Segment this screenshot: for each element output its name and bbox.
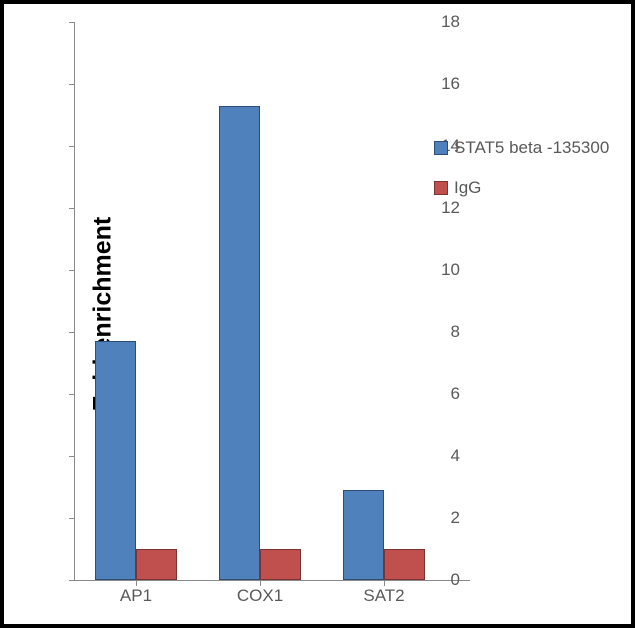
- y-tick-label: 0: [451, 570, 460, 590]
- y-tick: [69, 22, 75, 23]
- legend-swatch: [434, 141, 448, 155]
- y-tick: [69, 208, 75, 209]
- legend-label: STAT5 beta -135300: [454, 138, 609, 158]
- bar: [343, 490, 384, 580]
- y-tick: [69, 146, 75, 147]
- y-tick: [69, 270, 75, 271]
- y-tick-label: 2: [451, 508, 460, 528]
- bar: [136, 549, 177, 580]
- legend: STAT5 beta -135300 IgG: [434, 138, 609, 218]
- category-label: COX1: [237, 586, 283, 606]
- legend-swatch: [434, 181, 448, 195]
- y-tick-label: 10: [441, 260, 460, 280]
- category-label: AP1: [120, 586, 152, 606]
- y-tick: [69, 518, 75, 519]
- bar: [260, 549, 301, 580]
- y-tick-label: 16: [441, 74, 460, 94]
- chart-frame: Fold enrichment 024681012141618AP1COX1SA…: [0, 0, 635, 628]
- y-tick-label: 4: [451, 446, 460, 466]
- y-tick: [69, 332, 75, 333]
- legend-label: IgG: [454, 178, 481, 198]
- legend-item: IgG: [434, 178, 609, 198]
- y-tick: [69, 84, 75, 85]
- y-tick-label: 18: [441, 12, 460, 32]
- y-tick: [69, 394, 75, 395]
- category-label: SAT2: [363, 586, 404, 606]
- bar: [384, 549, 425, 580]
- legend-item: STAT5 beta -135300: [434, 138, 609, 158]
- y-tick: [69, 456, 75, 457]
- bar: [219, 106, 260, 580]
- bar: [95, 341, 136, 580]
- plot-wrap: 024681012141618AP1COX1SAT2: [74, 22, 470, 581]
- y-tick-label: 6: [451, 384, 460, 404]
- plot-area: 024681012141618AP1COX1SAT2: [74, 22, 470, 581]
- y-tick: [69, 580, 75, 581]
- y-tick-label: 8: [451, 322, 460, 342]
